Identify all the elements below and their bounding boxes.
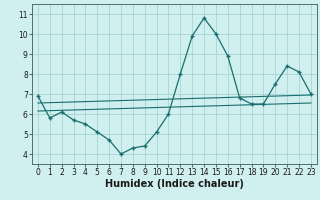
X-axis label: Humidex (Indice chaleur): Humidex (Indice chaleur) <box>105 179 244 189</box>
